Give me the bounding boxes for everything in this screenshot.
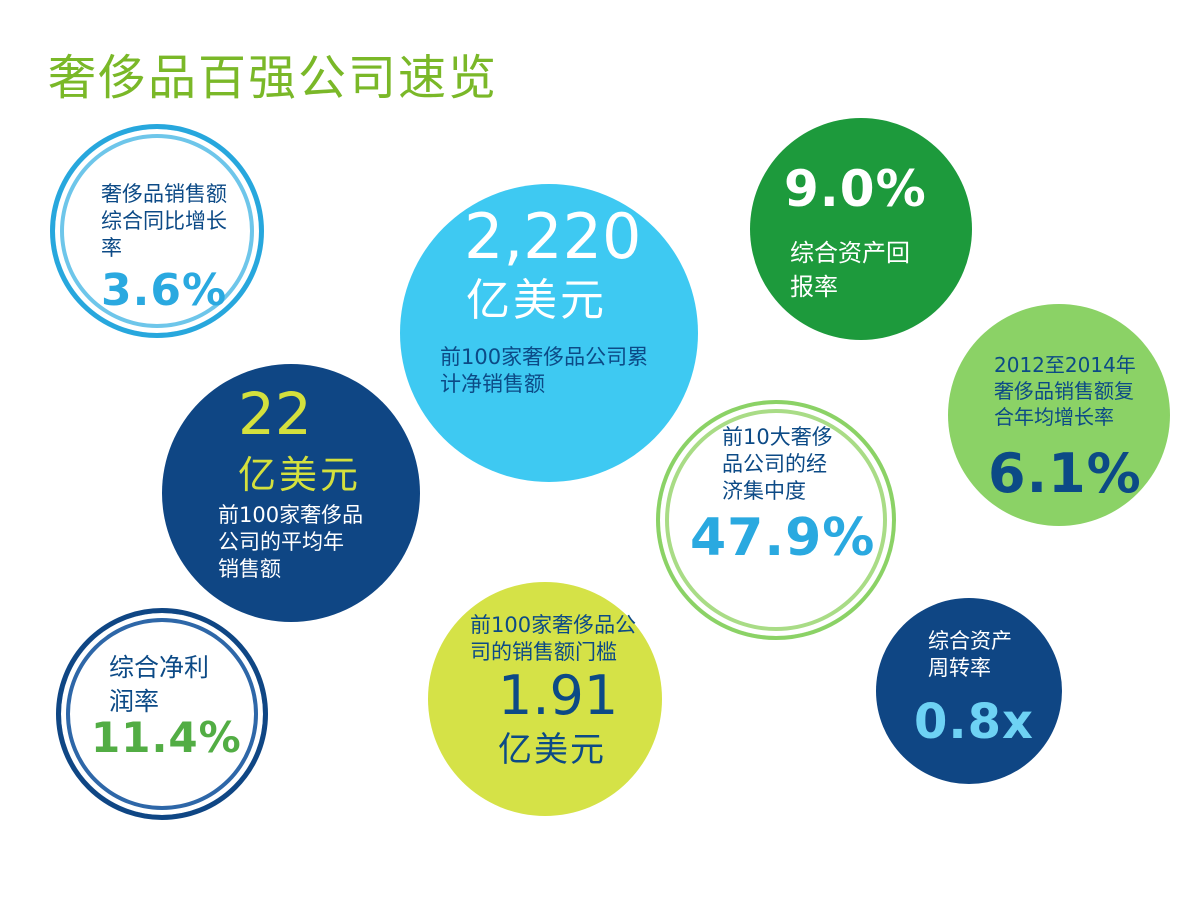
stat-bubble-average-sales: 22 亿美元 前100家奢侈品 公司的平均年 销售额 bbox=[162, 364, 420, 622]
stat-value: 9.0% bbox=[784, 160, 927, 218]
stat-label-line: 公司的平均年 bbox=[218, 530, 344, 554]
stat-bubble-total-net-sales: 2,220 亿美元 前100家奢侈品公司累 计净销售额 bbox=[400, 184, 698, 482]
page-title: 奢侈品百强公司速览 bbox=[48, 50, 499, 106]
stat-label-line: 率 bbox=[101, 236, 122, 260]
stat-label: 前100家奢侈品公司累 计净销售额 bbox=[440, 344, 648, 398]
stat-label-line: 合年均增长率 bbox=[994, 405, 1114, 429]
stat-label-line: 前100家奢侈品公 bbox=[470, 613, 637, 637]
stat-value: 1.91 bbox=[498, 664, 619, 727]
stat-label: 奢侈品销售额 综合同比增长 率 bbox=[101, 181, 227, 262]
stat-unit: 亿美元 bbox=[498, 730, 606, 770]
stat-value: 6.1% bbox=[988, 442, 1142, 505]
stat-label: 综合资产回 报率 bbox=[790, 236, 910, 304]
stat-bubble-sales-threshold: 前100家奢侈品公 司的销售额门槛 1.91 亿美元 bbox=[428, 582, 662, 816]
stat-bubble-concentration: 前10大奢侈 品公司的经 济集中度 47.9% bbox=[656, 400, 896, 640]
stat-label-line: 品公司的经 bbox=[722, 452, 827, 476]
stat-value: 47.9% bbox=[690, 508, 876, 568]
stat-label: 前10大奢侈 品公司的经 济集中度 bbox=[722, 424, 833, 505]
stat-label-line: 2012至2014年 bbox=[994, 353, 1136, 377]
stat-label-line: 综合净利 bbox=[109, 653, 210, 682]
stat-label-line: 前100家奢侈品 bbox=[218, 503, 364, 527]
stat-value: 0.8x bbox=[914, 694, 1034, 750]
stat-label-line: 周转率 bbox=[928, 656, 991, 680]
stat-label-line: 销售额 bbox=[218, 557, 281, 581]
stat-bubble-return-on-assets: 9.0% 综合资产回 报率 bbox=[750, 118, 972, 340]
stat-label: 综合资产 周转率 bbox=[928, 628, 1012, 682]
stat-label: 2012至2014年 奢侈品销售额复 合年均增长率 bbox=[994, 352, 1136, 430]
stat-label-line: 奢侈品销售额 bbox=[101, 182, 227, 206]
stat-label-line: 前100家奢侈品公司累 bbox=[440, 345, 649, 369]
stat-label-line: 综合资产 bbox=[928, 629, 1012, 653]
stat-label-line: 润率 bbox=[109, 687, 160, 716]
stat-label-line: 综合资产回 bbox=[790, 239, 910, 267]
stat-unit: 亿美元 bbox=[238, 453, 362, 497]
stat-bubble-net-margin: 综合净利 润率 11.4% bbox=[56, 608, 268, 820]
stat-unit: 亿美元 bbox=[466, 275, 607, 326]
stat-value: 11.4% bbox=[91, 713, 242, 762]
stat-label-line: 司的销售额门槛 bbox=[470, 640, 617, 664]
stat-label-line: 综合同比增长 bbox=[101, 209, 227, 233]
stat-label: 综合净利 润率 bbox=[109, 651, 209, 719]
stat-label-line: 奢侈品销售额复 bbox=[994, 379, 1134, 403]
stat-label: 前100家奢侈品公 司的销售额门槛 bbox=[470, 612, 636, 666]
stat-bubble-yoy-growth: 奢侈品销售额 综合同比增长 率 3.6% bbox=[50, 124, 264, 338]
stat-value: 3.6% bbox=[101, 265, 228, 316]
stat-label-line: 计净销售额 bbox=[440, 372, 545, 396]
stat-value: 2,220 bbox=[464, 200, 642, 273]
stat-bubble-asset-turnover: 综合资产 周转率 0.8x bbox=[876, 598, 1062, 784]
stat-label-line: 报率 bbox=[790, 273, 838, 301]
stat-bubble-cagr: 2012至2014年 奢侈品销售额复 合年均增长率 6.1% bbox=[948, 304, 1170, 526]
stat-label: 前100家奢侈品 公司的平均年 销售额 bbox=[218, 502, 363, 583]
stat-label-line: 济集中度 bbox=[722, 479, 806, 503]
stat-value: 22 bbox=[238, 380, 312, 448]
stat-label-line: 前10大奢侈 bbox=[722, 425, 833, 449]
